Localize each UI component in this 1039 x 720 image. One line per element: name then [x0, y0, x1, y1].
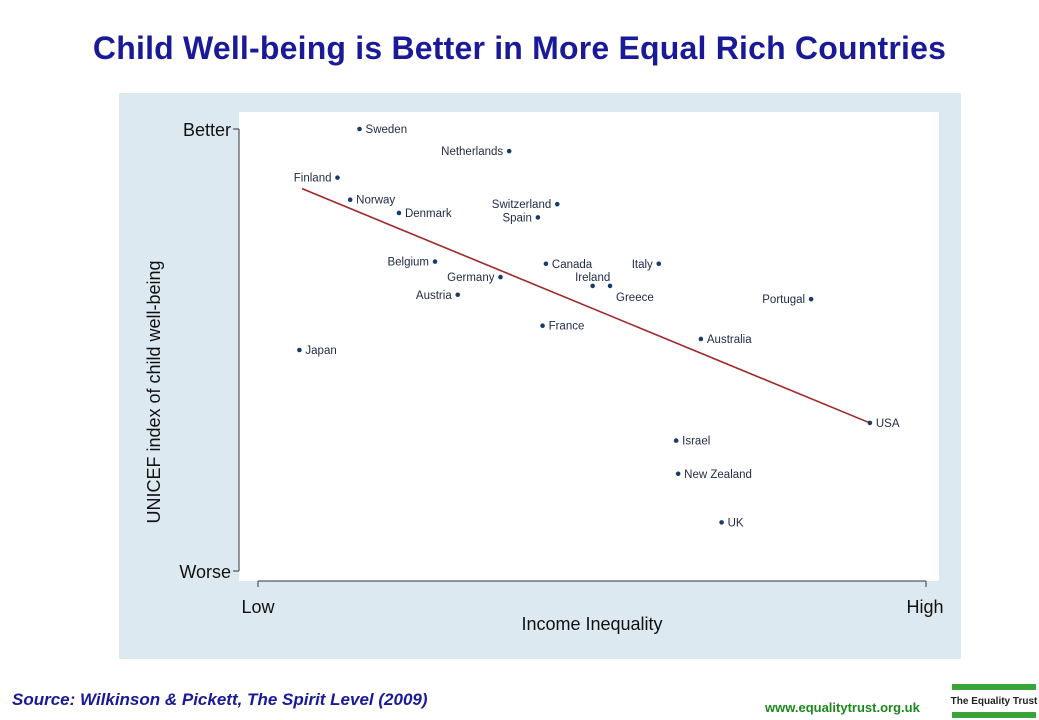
scatter-chart: Better Worse Low High Income Inequality …	[144, 112, 944, 634]
data-label-australia: Australia	[707, 334, 752, 346]
data-label-belgium: Belgium	[387, 257, 429, 269]
data-point-portugal	[808, 296, 814, 302]
data-point-finland	[335, 175, 340, 180]
y-tick-label-better: Better	[183, 120, 231, 140]
data-point-spain	[535, 215, 541, 220]
data-point-france	[540, 323, 545, 328]
data-point-denmark	[396, 210, 402, 216]
x-axis-title: Income Inequality	[521, 614, 662, 634]
x-tick-label-low: Low	[241, 597, 275, 617]
data-point-uk	[719, 520, 724, 525]
data-label-finland: Finland	[294, 173, 332, 185]
regression-line	[301, 187, 871, 424]
data-label-canada: Canada	[552, 259, 593, 271]
chart-panel: Better Worse Low High Income Inequality …	[119, 93, 961, 659]
points-layer: Sweden Netherlands Finland Norway Denmark Swi…	[294, 124, 900, 529]
fit-line-layer	[301, 187, 871, 424]
data-label-ireland: Ireland	[575, 272, 610, 284]
data-point-austria	[455, 292, 461, 298]
data-label-greece: Greece	[616, 292, 654, 304]
data-point-germany	[498, 274, 503, 280]
data-point-usa	[867, 420, 873, 426]
data-label-netherlands: Netherlands	[441, 146, 503, 158]
data-point-australia	[698, 336, 704, 342]
data-label-spain: Spain	[502, 212, 531, 224]
source-citation: Source: Wilkinson & Pickett, The Spirit …	[12, 690, 428, 709]
data-label-austria: Austria	[416, 290, 452, 302]
data-point-netherlands	[506, 148, 512, 154]
data-point-ireland	[590, 283, 595, 289]
x-tick-label-high: High	[906, 597, 943, 617]
data-label-italy: Italy	[632, 259, 653, 271]
logo-text: The Equality Trust	[950, 695, 1038, 707]
data-point-canada	[543, 261, 549, 267]
data-label-denmark: Denmark	[405, 208, 452, 220]
y-axis-title: UNICEF index of child well-being	[144, 260, 164, 523]
data-label-france: France	[549, 321, 585, 333]
data-label-switzerland: Switzerland	[492, 199, 551, 211]
data-point-greece	[607, 283, 613, 289]
data-label-norway: Norway	[356, 195, 395, 207]
data-label-uk: UK	[728, 517, 744, 529]
data-label-germany: Germany	[447, 272, 495, 284]
equality-trust-logo: The Equality Trust	[950, 684, 1038, 718]
data-point-sweden	[357, 126, 362, 132]
plot-area	[239, 112, 939, 581]
data-label-israel: Israel	[682, 436, 710, 448]
page-title: Child Well-being is Better in More Equal…	[92, 30, 947, 66]
data-point-belgium	[432, 259, 438, 264]
data-label-japan: Japan	[305, 345, 336, 357]
data-point-israel	[673, 438, 679, 443]
data-point-norway	[347, 197, 353, 203]
data-label-portugal: Portugal	[762, 294, 805, 306]
website-link[interactable]: www.equalitytrust.org.uk	[765, 700, 920, 715]
data-label-sweden: Sweden	[366, 124, 408, 136]
data-label-usa: USA	[876, 418, 900, 430]
data-point-italy	[656, 261, 662, 267]
data-point-switzerland	[554, 201, 560, 207]
data-point-new-zealand	[675, 471, 681, 477]
data-point-japan	[297, 347, 302, 353]
y-tick-label-worse: Worse	[179, 562, 231, 582]
data-label-new-zealand: New Zealand	[684, 469, 752, 481]
